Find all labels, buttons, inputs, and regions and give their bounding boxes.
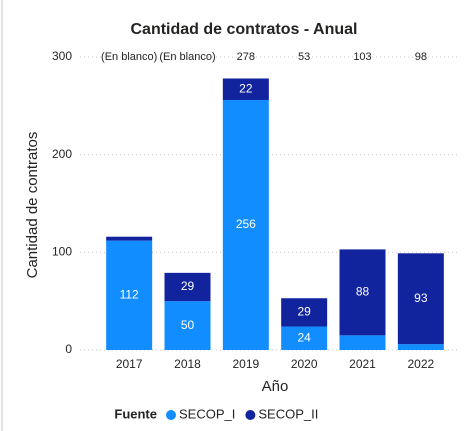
value-label: 50 (181, 318, 195, 332)
chart-title: Cantidad de contratos - Anual (131, 21, 358, 38)
bar-segment (164, 272, 211, 302)
value-label: 88 (356, 285, 370, 299)
bar-segment (164, 301, 211, 350)
x-tick-label: 2020 (291, 357, 318, 371)
total-label: 278 (237, 51, 255, 63)
value-label: 29 (297, 305, 311, 319)
legend-label: SECOP_II (258, 406, 318, 421)
legend-title: Fuente (114, 406, 157, 421)
bar-segment (397, 253, 444, 345)
value-label: 22 (239, 81, 253, 95)
x-axis-label: Año (262, 378, 289, 395)
bar-segment (281, 298, 328, 327)
value-label: 24 (297, 330, 311, 344)
y-axis-label: Cantidad de contratos (24, 132, 41, 279)
x-tick-label: 2021 (349, 357, 376, 371)
y-tick-label: 300 (52, 49, 72, 63)
y-tick-label: 0 (65, 342, 72, 356)
total-label: (En blanco) (159, 51, 215, 63)
bar-segment (281, 326, 328, 350)
legend-label: SECOP_I (179, 406, 235, 421)
x-tick-label: 2018 (174, 357, 201, 371)
x-tick-label: 2017 (116, 357, 143, 371)
legend-marker (166, 410, 176, 420)
total-label: 103 (353, 51, 371, 63)
bar-segment (106, 236, 153, 241)
y-tick-label: 100 (52, 245, 72, 259)
bar-segment (106, 240, 153, 350)
bar-segment (339, 249, 386, 336)
bar-segment (222, 78, 269, 100)
total-label: (En blanco) (101, 51, 157, 63)
bar-segment (339, 335, 386, 350)
total-label: 53 (298, 51, 310, 63)
total-label: 98 (415, 51, 427, 63)
value-label: 93 (414, 291, 428, 305)
y-tick-label: 200 (52, 147, 72, 161)
legend-marker (245, 410, 256, 420)
value-label: 29 (181, 279, 195, 293)
bar-segment (222, 99, 269, 351)
value-label: 256 (236, 217, 256, 231)
x-tick-label: 2022 (407, 357, 434, 371)
bar-segment (397, 344, 444, 350)
value-label: 112 (120, 287, 139, 301)
x-tick-label: 2019 (232, 357, 259, 371)
